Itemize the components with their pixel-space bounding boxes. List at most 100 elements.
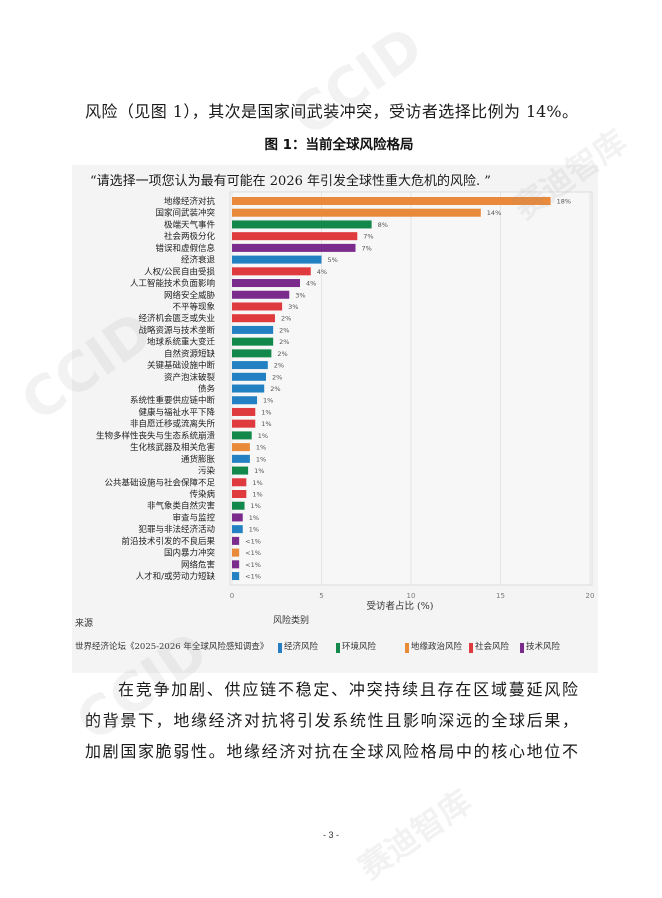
category-label: 非气象类自然灾害 — [147, 501, 215, 512]
category-label: 经济衰退 — [181, 255, 216, 266]
category-label: 地缘经济对抗 — [164, 196, 216, 207]
bar — [232, 419, 256, 428]
data-label: 1% — [254, 467, 264, 475]
data-label: 2% — [274, 362, 284, 370]
bar — [232, 232, 358, 241]
category-label: 不平等现象 — [172, 301, 215, 312]
category-label: 国家间武装冲突 — [155, 208, 215, 219]
bar — [232, 325, 274, 334]
data-label: 2% — [279, 326, 289, 334]
bar — [232, 220, 372, 229]
legend-label: 地缘政治风险 — [411, 641, 463, 652]
bar — [232, 478, 247, 487]
bar — [232, 197, 551, 205]
data-label: 3% — [288, 303, 298, 311]
data-label: 2% — [277, 350, 287, 358]
bar — [232, 267, 311, 276]
bar — [232, 407, 256, 416]
data-label: <1% — [245, 549, 261, 557]
legend-swatch — [405, 643, 409, 653]
data-label: 2% — [279, 338, 289, 346]
category-label: 传染病 — [189, 489, 215, 500]
bars: 地缘经济对抗 18% 国家间武装冲突 14% 极端天气事件 8% 社会两极分化 7% 错误和虚假… — [96, 196, 571, 582]
data-label: 7% — [363, 233, 373, 241]
category-label: 通货膨胀 — [181, 454, 216, 465]
category-label: 经济机会匮乏或失业 — [138, 313, 215, 324]
category-label: 自然资源短缺 — [164, 348, 216, 359]
data-label: 4% — [306, 280, 316, 288]
bar — [232, 490, 247, 498]
legend-label: 社会风险 — [475, 641, 510, 652]
data-label: 2% — [270, 385, 280, 393]
source-label: 来源 — [75, 618, 93, 629]
category-label: 网络安全威胁 — [164, 290, 216, 301]
x-tick-label: 0 — [230, 592, 234, 600]
category-label: 系统性重要供应链中断 — [130, 395, 216, 406]
category-label: 健康与福祉水平下降 — [138, 407, 215, 418]
x-tick-label: 10 — [407, 592, 416, 600]
data-label: <1% — [245, 561, 261, 569]
data-label: 1% — [252, 491, 262, 499]
bar — [232, 454, 250, 463]
data-label: 1% — [261, 408, 271, 416]
data-label: <1% — [245, 573, 261, 581]
bar — [232, 361, 268, 370]
bar — [232, 431, 252, 440]
category-label: 公共基础设施与社会保障不足 — [104, 477, 215, 488]
x-tick-label: 20 — [586, 592, 595, 600]
legend-title: 风险类别 — [273, 614, 309, 626]
body-paragraph-line: 的背景下，地缘经济对抗将引发系统性且影响深远的全球后果， — [85, 711, 578, 730]
data-label: <1% — [245, 537, 261, 545]
bar — [232, 337, 274, 346]
category-label: 犯罪与非法经济活动 — [138, 524, 215, 535]
data-label: 1% — [256, 444, 266, 452]
category-label: 战略资源与技术垄断 — [138, 325, 215, 336]
bar — [232, 279, 301, 288]
legend-label: 环境风险 — [342, 641, 377, 652]
x-tick-label: 15 — [496, 592, 505, 600]
x-tick-label: 5 — [319, 592, 323, 600]
body-paragraph-line: 在竞争加剧、供应链不稳定、冲突持续且存在区域蔓延风险 — [118, 680, 578, 699]
bar — [232, 372, 267, 381]
category-label: 关键基础设施中断 — [147, 360, 216, 371]
bar — [232, 525, 243, 534]
data-label: 1% — [256, 455, 266, 463]
bar — [232, 560, 240, 569]
category-label: 污染 — [198, 466, 216, 477]
legend-swatch — [336, 643, 340, 653]
legend-swatch — [469, 643, 473, 653]
bar — [232, 548, 240, 557]
category-label: 生物多样性丧失与生态系统崩溃 — [96, 430, 216, 441]
figure-caption: 图 1：当前全球风险格局 — [264, 137, 414, 153]
legend-label: 技术风险 — [526, 641, 561, 652]
category-label: 地球系统重大变迁 — [147, 337, 216, 348]
category-label: 网络危害 — [181, 559, 215, 570]
category-label: 非自愿迁移或流离失所 — [130, 419, 216, 430]
legend-label: 经济风险 — [284, 641, 319, 652]
legend-swatch — [278, 643, 282, 653]
legend: 经济风险 环境风险 地缘政治风险 社会风险 技术风险 — [278, 641, 561, 653]
x-axis-label: 受访者占比 (%) — [367, 600, 434, 612]
data-label: 1% — [249, 514, 259, 522]
data-label: 1% — [249, 526, 259, 534]
category-label: 债务 — [198, 384, 216, 395]
bar — [232, 302, 283, 311]
data-label: 1% — [263, 397, 273, 405]
data-label: 1% — [252, 479, 262, 487]
figure-panel: “请选择一项您认为最有可能在 2026 年引发全球性重大危机的风险. ” 0 5 1… — [72, 165, 598, 673]
bar — [232, 501, 245, 510]
category-label: 极端天气事件 — [164, 219, 216, 230]
data-label: 3% — [295, 291, 305, 299]
bar — [232, 349, 272, 358]
bar — [232, 290, 290, 299]
category-label: 生化核武器及相关危害 — [130, 442, 215, 453]
bar — [232, 513, 243, 522]
data-label: 1% — [251, 502, 261, 510]
category-label: 国内暴力冲突 — [164, 548, 216, 559]
watermark-logo: CCID — [279, 14, 435, 149]
category-label: 人权/公民自由受损 — [144, 266, 215, 277]
data-label: 1% — [261, 420, 271, 428]
data-label: 7% — [362, 244, 372, 252]
data-label: 1% — [258, 432, 268, 440]
legend-swatch — [520, 643, 524, 653]
